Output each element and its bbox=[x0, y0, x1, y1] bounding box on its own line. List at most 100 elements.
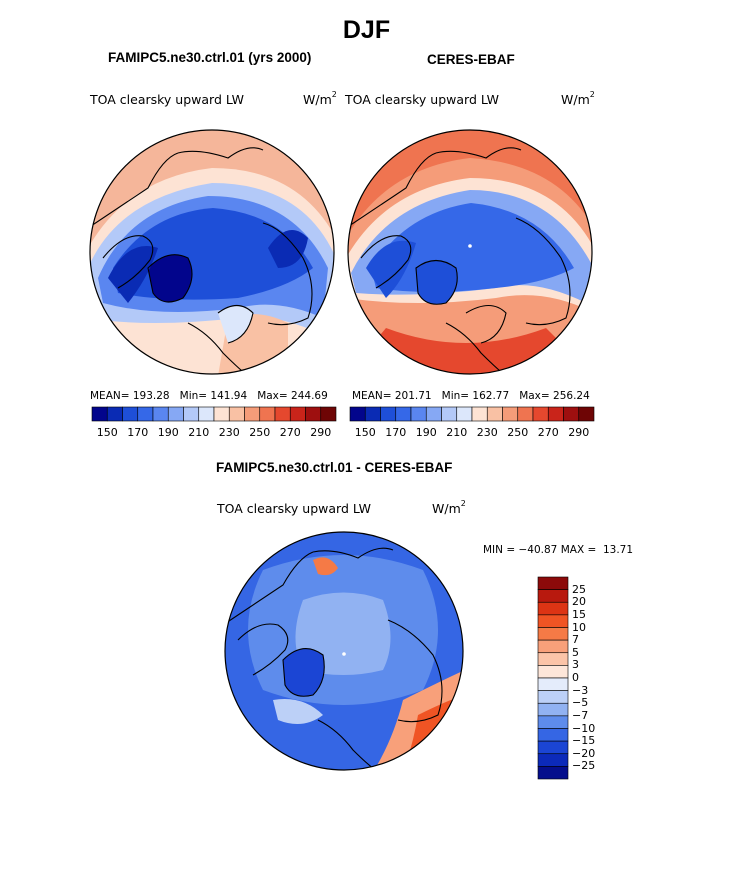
panel-1-colorbar-box-14 bbox=[305, 406, 322, 422]
panel-2-colorbar-box-12 bbox=[532, 406, 549, 422]
panel-2-colorbar-box-11 bbox=[517, 406, 534, 422]
panel-3-colorbar-box-3 bbox=[537, 614, 569, 628]
panel-3-colorbar-box-8 bbox=[537, 677, 569, 691]
panel-3-colorbar-tick-label: −25 bbox=[572, 759, 596, 773]
panel-2-colorbar-box-1 bbox=[364, 406, 381, 422]
panel-3-colorbar-box-6 bbox=[537, 652, 569, 666]
panel-1-colorbar-box-4 bbox=[152, 406, 169, 422]
panel-3-colorbar-tick-label: −20 bbox=[572, 746, 596, 760]
map-3-pale-patch bbox=[273, 699, 323, 724]
panel-3-colorbar-tick-label: 20 bbox=[572, 595, 586, 609]
panel-1-colorbar-box-13 bbox=[289, 406, 306, 422]
panel-2-colorbar-box-15 bbox=[578, 406, 595, 422]
panel-1-variable-label: TOA clearsky upward LW bbox=[90, 92, 245, 107]
panel-2-colorbar-tick-label: 150 bbox=[354, 426, 376, 439]
panel-3-colorbar-tick-label: −3 bbox=[572, 683, 589, 697]
panel-2-colorbar-box-13 bbox=[547, 406, 564, 422]
panel-2-colorbar-tick-label: 290 bbox=[568, 426, 590, 439]
panel-3-colorbar-box-4 bbox=[537, 627, 569, 641]
panel-1-colorbar-tick-label: 250 bbox=[249, 426, 271, 439]
panel-1-colorbar-box-8 bbox=[213, 406, 230, 422]
panel-1-colorbar-tick-label: 190 bbox=[157, 426, 179, 439]
panel-3-colorbar-tick-label: 5 bbox=[572, 645, 579, 659]
panel-2-polar-map bbox=[347, 129, 593, 375]
map-2-border bbox=[347, 129, 593, 375]
panel-2-title: CERES-EBAF bbox=[427, 52, 515, 67]
panel-2-colorbar-box-6 bbox=[441, 406, 458, 422]
panel-1-colorbar-tick-label: 210 bbox=[188, 426, 210, 439]
map-1-coast-alaska bbox=[177, 147, 264, 159]
panel-2-colorbar-tick-label: 250 bbox=[507, 426, 529, 439]
panel-3-colorbar-tick-label: 10 bbox=[572, 620, 586, 634]
panel-1-colorbar-box-10 bbox=[244, 406, 261, 422]
panel-2-colorbar bbox=[349, 406, 595, 422]
panel-3-colorbar-tick-label: 0 bbox=[572, 671, 579, 684]
map-3-border bbox=[224, 531, 464, 771]
map-1-coast-greenland bbox=[147, 254, 193, 303]
map-1-canada bbox=[108, 246, 158, 303]
panel-1-stats: MEAN= 193.28 Min= 141.94 Max= 244.69 bbox=[90, 390, 328, 402]
map-1-coast-north-america bbox=[90, 152, 179, 229]
panel-1-colorbar-box-12 bbox=[274, 406, 291, 422]
panel-3-colorbar-box-9 bbox=[537, 690, 569, 704]
panel-2-stats: MEAN= 201.71 Min= 162.77 Max= 256.24 bbox=[352, 390, 590, 402]
panel-3-colorbar-tick-label: −5 bbox=[572, 696, 589, 710]
map-1-coast-siberia bbox=[262, 222, 313, 326]
panel-3-colorbar-tick-label: 15 bbox=[572, 607, 586, 621]
panel-1-colorbar-box-0 bbox=[91, 406, 108, 422]
panel-1-title: FAMIPC5.ne30.ctrl.01 (yrs 2000) bbox=[108, 50, 312, 65]
panel-3-colorbar-tick-label: −7 bbox=[572, 708, 589, 722]
panel-1-colorbar-tick-label: 290 bbox=[310, 426, 332, 439]
panel-3-colorbar-box-13 bbox=[537, 740, 569, 755]
panel-1-colorbar-tick-label: 150 bbox=[96, 426, 118, 439]
map-2-canada bbox=[366, 240, 416, 298]
panel-3-colorbar-box-12 bbox=[537, 728, 569, 742]
panel-3-colorbar-box-10 bbox=[537, 702, 569, 717]
panel-3-colorbar-box-11 bbox=[537, 715, 569, 729]
map-3-coast-siberia bbox=[387, 619, 443, 723]
panel-1-colorbar-tick-label: 270 bbox=[279, 426, 301, 439]
panel-3-colorbar-tick-label: −10 bbox=[572, 721, 596, 735]
panel-1-colorbar-tick-label: 170 bbox=[127, 426, 149, 439]
map-2-coast-alaska bbox=[435, 147, 522, 159]
panel-1-colorbar-tick-label: 230 bbox=[218, 426, 240, 439]
panel-1-colorbar-box-11 bbox=[259, 406, 276, 422]
panel-2-colorbar-box-4 bbox=[410, 406, 427, 422]
panel-3-colorbar-tick-label: 7 bbox=[572, 633, 579, 647]
panel-1-colorbar-box-1 bbox=[106, 406, 123, 422]
panel-3-variable-label: TOA clearsky upward LW bbox=[217, 501, 372, 516]
map-2-coast-scandinavia bbox=[465, 304, 507, 344]
map-2-coast-siberia bbox=[515, 217, 571, 326]
panel-1-polar-map bbox=[89, 129, 335, 375]
map-3-coast-north-america bbox=[225, 551, 314, 626]
panel-1-colorbar bbox=[91, 406, 337, 422]
map-1-scandinavia bbox=[218, 305, 253, 343]
panel-3-colorbar-box-2 bbox=[537, 601, 569, 616]
map-2-coast-arctic-archipelago bbox=[360, 235, 412, 289]
panel-3-colorbar-tick-label: 25 bbox=[572, 582, 586, 596]
map-1-border bbox=[89, 129, 335, 375]
panel-2-colorbar-box-10 bbox=[502, 406, 519, 422]
map-3-pole-marker bbox=[342, 652, 346, 656]
panel-3-colorbar-box-7 bbox=[537, 665, 569, 679]
panel-1-colorbar-box-3 bbox=[137, 406, 154, 422]
panel-2-colorbar-box-3 bbox=[395, 406, 412, 422]
panel-3-colorbar-box-5 bbox=[537, 639, 569, 654]
panel-3-colorbar bbox=[537, 576, 569, 780]
map-3-warm-spot bbox=[313, 557, 338, 576]
map-3-coast-alaska bbox=[312, 547, 394, 559]
panel-3-colorbar-box-0 bbox=[537, 576, 569, 590]
panel-2-colorbar-tick-label: 170 bbox=[385, 426, 407, 439]
panel-3-colorbar-box-1 bbox=[537, 589, 569, 603]
panel-1-colorbar-box-9 bbox=[228, 406, 245, 422]
panel-3-colorbar-tick-label: 3 bbox=[572, 658, 579, 672]
panel-2-colorbar-box-7 bbox=[456, 406, 473, 422]
panel-2-units: W/m2 bbox=[561, 90, 595, 107]
panel-1-units: W/m2 bbox=[303, 90, 337, 107]
panel-2-colorbar-box-14 bbox=[563, 406, 580, 422]
main-title: DJF bbox=[342, 16, 391, 44]
panel-2-colorbar-tick-label: 270 bbox=[537, 426, 559, 439]
map-1-greenland bbox=[148, 254, 192, 302]
map-1-coast-scandinavia bbox=[217, 304, 254, 344]
panel-2-colorbar-tick-label: 210 bbox=[446, 426, 468, 439]
